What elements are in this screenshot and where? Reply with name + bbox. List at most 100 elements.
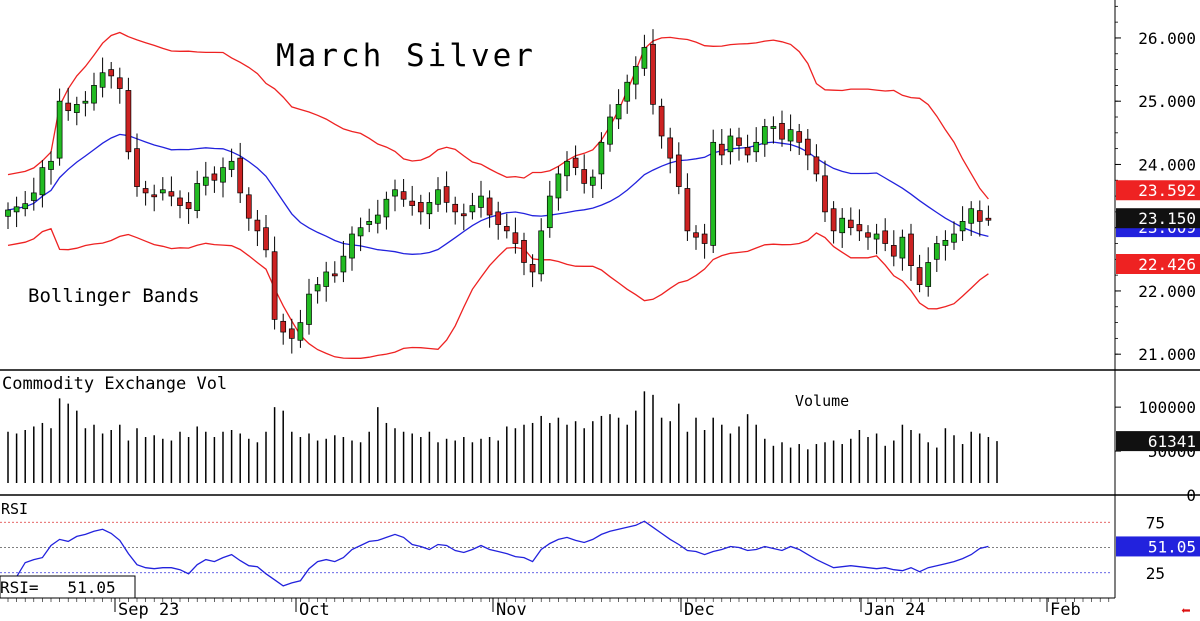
price-tick-label: 26.000 — [1138, 29, 1196, 48]
x-axis-label: Nov — [496, 600, 527, 620]
candle-body — [426, 202, 433, 215]
candle-body — [822, 175, 828, 213]
rsi-line — [7, 520, 989, 587]
candle-body — [469, 205, 476, 213]
candle-body — [581, 169, 588, 184]
candle-body — [564, 160, 570, 177]
candle-body — [701, 233, 708, 244]
scroll-left-arrow[interactable]: ⬅ — [1181, 601, 1191, 620]
candle-body — [847, 219, 854, 229]
last-price-badge-bg — [1116, 208, 1200, 229]
chart-title: March Silver — [276, 38, 536, 74]
candle-body — [521, 239, 527, 263]
volume-annotation: Volume — [795, 392, 849, 410]
panel-frame — [0, 0, 1200, 599]
candle-body — [228, 160, 235, 170]
candle-body — [452, 203, 459, 213]
candle-body — [632, 66, 639, 85]
candle-body — [478, 195, 484, 208]
candle-body — [787, 129, 794, 142]
rsi-panel-label: RSI — [1, 500, 28, 518]
candle-body — [108, 69, 115, 77]
candle-body — [374, 214, 381, 224]
candle-body — [976, 210, 983, 222]
bollinger-annotation: Bollinger Bands — [28, 285, 200, 307]
rsi-readout: RSI= 51.05 — [0, 578, 116, 597]
candle-body — [331, 273, 338, 277]
candle-body — [185, 202, 192, 210]
candle-body — [314, 284, 321, 292]
candle-body — [959, 221, 966, 232]
rsi-panel: 25 75 51.05 — [0, 513, 1200, 599]
candle-body — [357, 227, 364, 237]
candle-body — [753, 141, 760, 153]
candle-body — [736, 137, 742, 146]
candle-body — [237, 157, 244, 194]
candle-body — [159, 189, 166, 194]
candle-body — [546, 195, 553, 229]
candle-body — [56, 100, 63, 159]
candle-body — [168, 191, 175, 197]
candle-body — [254, 219, 261, 232]
volume-last-badge: 61341 — [1148, 432, 1196, 451]
candle-body — [443, 186, 450, 203]
candle-body — [598, 141, 605, 175]
candle-body — [555, 173, 562, 199]
candle-body — [91, 85, 97, 104]
candle-body — [804, 138, 811, 156]
candle-body — [48, 160, 54, 170]
candle-body — [839, 217, 846, 234]
candle-body — [435, 189, 441, 205]
candle-body — [684, 188, 691, 232]
upper-band-badge: 23.592 — [1138, 181, 1196, 200]
candle-body — [306, 293, 312, 325]
candle-body — [718, 143, 725, 156]
candle-body — [116, 77, 123, 89]
candle-body — [899, 236, 906, 259]
lower-band-badge: 22.426 — [1138, 255, 1196, 274]
candle-body — [13, 206, 20, 213]
candle-body — [942, 239, 949, 246]
candle-body — [916, 267, 923, 285]
upper-bollinger-band — [7, 31, 989, 200]
candle-body — [830, 208, 837, 232]
x-axis-label: Jan 24 — [864, 600, 925, 620]
candle-body — [82, 100, 89, 104]
candle-body — [667, 137, 674, 159]
candle-body — [710, 141, 717, 246]
candle-body — [589, 176, 596, 186]
candle-body — [761, 126, 768, 145]
x-axis-label: Sep 23 — [118, 600, 179, 620]
candle-body — [409, 200, 416, 206]
candle-body — [512, 232, 519, 244]
candle-body — [280, 320, 287, 333]
candle-body — [142, 188, 149, 194]
candle-body — [675, 154, 682, 187]
candle-body — [658, 105, 665, 137]
candle-body — [65, 102, 72, 112]
x-axis-label: Dec — [684, 600, 715, 620]
candle-body — [882, 230, 889, 244]
candle-body — [925, 262, 932, 287]
rsi-tick-label: 25 — [1146, 564, 1165, 583]
candle-body — [727, 135, 734, 153]
candle-body — [323, 271, 330, 287]
candle-body — [503, 226, 510, 232]
last-price-badge: 23.150 — [1138, 209, 1196, 228]
candle-body — [151, 194, 158, 198]
candle-body — [211, 173, 218, 181]
candle-body — [607, 116, 613, 145]
volume-last-badge-bg — [1116, 431, 1200, 452]
candle-body — [908, 233, 914, 266]
candle-body — [288, 328, 295, 339]
price-tick-label: 22.000 — [1138, 282, 1196, 301]
candle-body — [856, 224, 863, 232]
rsi-readout-box — [0, 575, 136, 599]
candle-body — [340, 255, 347, 273]
candle-body — [383, 198, 390, 218]
candle-body — [366, 221, 373, 225]
candle-body — [202, 176, 209, 186]
candle-body — [693, 232, 699, 238]
candle-body — [890, 245, 897, 257]
